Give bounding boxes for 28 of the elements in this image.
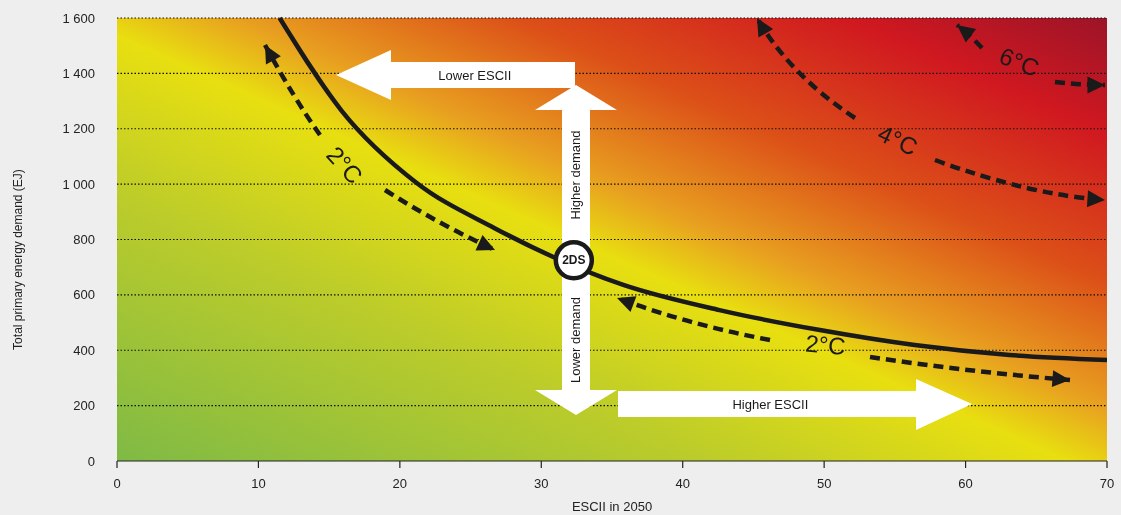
annotation: Lower demand — [568, 297, 584, 384]
x-tick-label: 70 — [1099, 476, 1115, 491]
annotation: 2DS — [562, 253, 586, 268]
x-tick-label: 10 — [251, 476, 266, 491]
y-tick-label: 1 400 — [62, 65, 95, 81]
x-tick-label: 60 — [958, 476, 973, 491]
y-tick-label: 800 — [73, 232, 95, 248]
annotation: 2°C — [804, 329, 847, 361]
y-tick-label: 600 — [73, 287, 95, 303]
y-axis-title: Total primary energy demand (EJ) — [11, 169, 25, 350]
annotation: Higher ESCII — [732, 396, 809, 412]
x-tick-label: 0 — [113, 476, 121, 491]
y-tick-label: 1 200 — [62, 121, 95, 137]
annotation: 4°C — [873, 119, 922, 161]
annotation: 2°C — [321, 140, 369, 189]
x-tick-label: 40 — [675, 476, 690, 491]
y-tick-label: 0 — [87, 453, 95, 469]
y-tick-label: 1 000 — [62, 176, 95, 192]
x-tick-label: 50 — [816, 476, 832, 491]
x-axis-title: ESCII in 2050 — [571, 499, 653, 514]
annotation: 6°C — [995, 41, 1044, 82]
annotation: Higher demand — [568, 130, 584, 220]
annotation: Lower ESCII — [438, 67, 512, 83]
x-tick-label: 30 — [534, 476, 549, 491]
y-tick-label: 400 — [73, 342, 95, 358]
y-tick-label: 1 600 — [62, 10, 95, 26]
y-tick-label: 200 — [73, 398, 95, 414]
x-tick-label: 20 — [392, 476, 408, 491]
